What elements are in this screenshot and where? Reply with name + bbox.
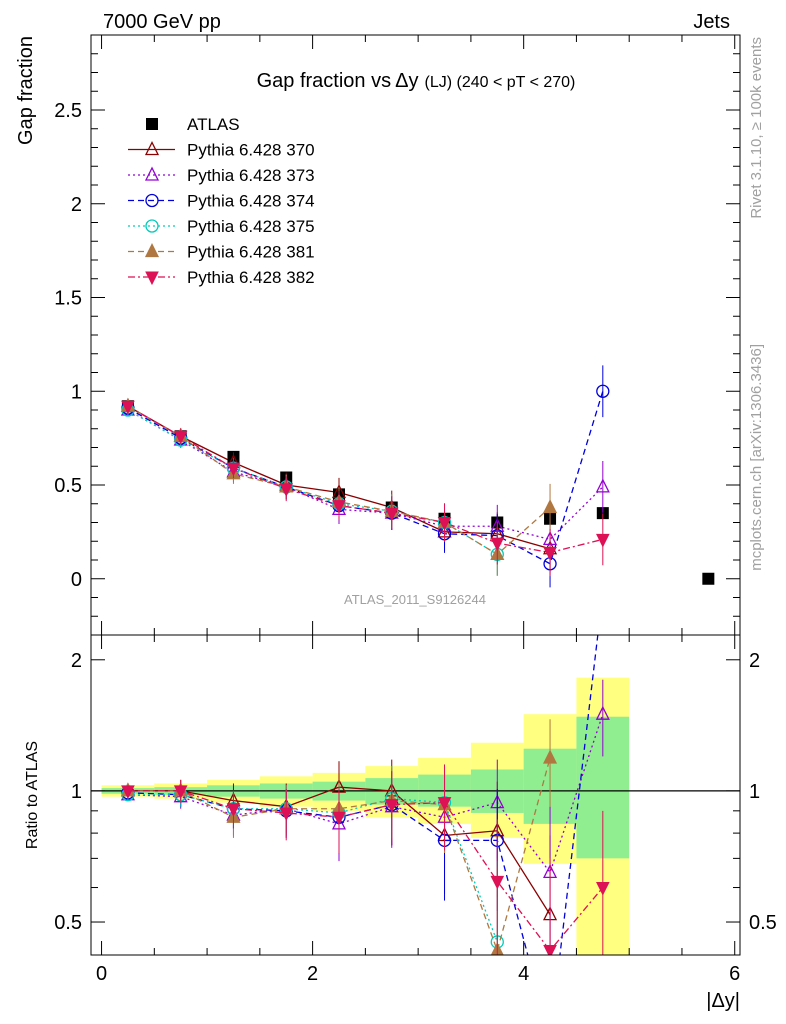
ratio-point — [597, 587, 609, 599]
data-point-mc — [490, 537, 505, 552]
data-point-atlas — [596, 507, 609, 520]
main-y-tick-labels: 0 0.5 1 1.5 2 2.5 — [54, 100, 82, 591]
legend-label: Pythia 6.428 382 — [187, 268, 315, 287]
legend-label: ATLAS — [187, 115, 240, 134]
ratio-series-line — [127, 790, 604, 952]
ratio-y-tick-labels: 0.5 0.5 1 1 2 2 — [54, 650, 777, 934]
main-axis-ticks — [91, 35, 740, 635]
data-point-mc — [384, 507, 399, 522]
analysis-id: ATLAS_2011_S9126244 — [344, 592, 486, 607]
ratio-y-tick-label-left: 2 — [71, 650, 82, 672]
legend: ATLAS Pythia 6.428 370 Pythia 6.428 373 Pyt… — [128, 115, 315, 287]
main-series-line — [127, 405, 551, 550]
data-point-mc — [121, 400, 135, 415]
ratio-point — [279, 807, 294, 822]
main-series-line — [127, 405, 603, 554]
ratio-point — [543, 945, 557, 955]
main-y-tick-label: 1.5 — [54, 288, 82, 310]
ratio-point — [173, 785, 188, 800]
legend-label: Pythia 6.428 374 — [187, 192, 315, 211]
ratio-plot-marks — [91, 587, 740, 955]
legend-label: Pythia 6.428 375 — [187, 217, 315, 236]
legend-marker — [145, 271, 159, 286]
data-point-mc — [542, 499, 558, 514]
ratio-point — [384, 799, 399, 813]
legend-marker — [144, 141, 160, 156]
data-point-mc — [595, 478, 610, 493]
data-point-mc — [226, 462, 241, 477]
data-point-mc — [596, 384, 610, 398]
data-point-mc — [279, 483, 294, 497]
ratio-point — [332, 811, 346, 826]
legend-label: Pythia 6.428 381 — [187, 243, 315, 262]
energy-label: 7000 GeV pp — [103, 11, 221, 33]
rivet-version-label: Rivet 3.1.10, ≥ 100k events — [748, 37, 765, 219]
ratio-series-line — [127, 757, 551, 953]
ratio-y-tick-label-right: 2 — [749, 650, 760, 672]
legend-label: Pythia 6.428 373 — [187, 166, 315, 185]
data-point-mc — [173, 430, 188, 445]
data-point-mc — [437, 517, 452, 531]
main-y-tick-label: 0 — [71, 569, 82, 591]
ratio-point — [226, 803, 241, 817]
legend-marker — [145, 193, 159, 208]
ratio-point — [595, 705, 610, 720]
main-y-tick-label: 2.5 — [54, 100, 82, 122]
ratio-axis-ticks — [91, 635, 740, 955]
legend-marker — [144, 243, 160, 258]
ratio-point — [490, 875, 505, 890]
ratio-point — [596, 882, 610, 896]
ratio-y-tick-label-right: 0.5 — [749, 912, 777, 934]
x-tick-label: 2 — [307, 963, 318, 985]
ratio-point — [542, 749, 558, 764]
data-point-atlas — [702, 572, 715, 585]
main-panel: 0 0.5 1 1.5 2 2.5 Gap fraction Gap fraction v… — [15, 34, 741, 636]
ratio-y-tick-label-right: 1 — [749, 781, 760, 803]
main-series-line — [127, 409, 604, 541]
data-point-mc — [596, 533, 610, 548]
main-series-line — [127, 391, 604, 565]
ratio-y-axis-label: Ratio to ATLAS — [24, 741, 41, 849]
main-y-tick-label: 0.5 — [54, 475, 82, 497]
chart-title: Gap fraction vs Δy (LJ) (240 < pT < 270) — [257, 70, 576, 92]
main-plot-marks — [120, 365, 715, 588]
data-point-mc — [332, 500, 346, 514]
x-tick-label: 0 — [96, 963, 107, 985]
main-y-tick-label: 2 — [71, 194, 82, 216]
x-tick-label: 6 — [729, 963, 740, 985]
ratio-point — [437, 797, 452, 811]
legend-marker — [146, 118, 158, 130]
x-axis-label: |Δy| — [706, 990, 740, 1012]
ratio-series-line — [127, 713, 604, 874]
ratio-series-group — [120, 587, 610, 955]
ratio-y-tick-label-left: 1 — [71, 781, 82, 803]
ratio-point — [121, 785, 135, 800]
ratio-panel: 0.5 0.5 1 1 2 2 0 2 4 6 Ratio to ATLAS |Δy| — [24, 587, 777, 1012]
legend-marker — [144, 166, 160, 181]
mcplots-label: mcplots.cern.ch [arXiv:1306.3436] — [748, 344, 765, 571]
data-point-mc — [543, 547, 557, 561]
x-tick-label: 4 — [518, 963, 529, 985]
chart-title-delta: Δy — [395, 70, 418, 92]
chart-title-sub: (LJ) (240 < pT < 270) — [424, 74, 575, 91]
x-tick-labels: 0 2 4 6 — [96, 963, 740, 985]
main-y-tick-label: 1 — [71, 381, 82, 403]
process-label: Jets — [693, 11, 730, 33]
legend-label: Pythia 6.428 370 — [187, 141, 315, 160]
chart-title-main: Gap fraction vs — [257, 70, 392, 92]
ratio-series-line — [127, 794, 498, 943]
legend-marker — [145, 219, 159, 233]
main-y-axis-label: Gap fraction — [15, 36, 37, 145]
ratio-frame — [90, 634, 741, 956]
ratio-y-tick-label-left: 0.5 — [54, 912, 82, 934]
